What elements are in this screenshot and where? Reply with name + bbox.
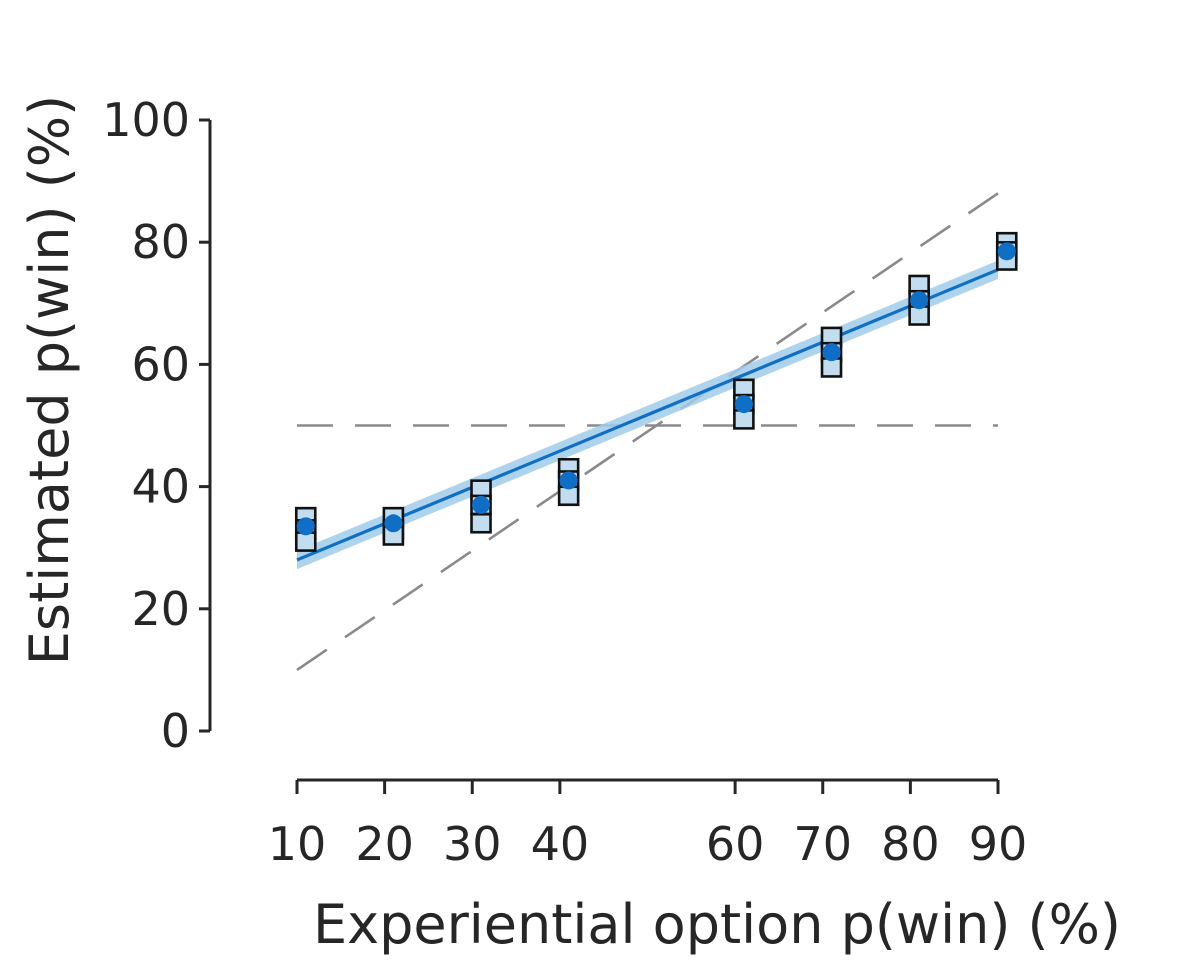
x-tick-label: 60 — [706, 817, 765, 871]
mean-point — [384, 514, 403, 533]
x-tick-label: 40 — [531, 817, 590, 871]
reference-lines-layer — [296, 192, 999, 671]
y-axis-title: Estimated p(win) (%) — [18, 95, 81, 665]
mean-point — [472, 495, 491, 514]
x-tick-label: 20 — [355, 817, 414, 871]
mean-point — [559, 471, 578, 490]
x-tick-label: 30 — [443, 817, 502, 871]
mean-point — [296, 517, 315, 536]
marker-box — [470, 512, 492, 534]
identity-line — [296, 192, 999, 671]
x-axis-title: Experiential option p(win) (%) — [313, 893, 1121, 956]
mean-point — [997, 242, 1016, 261]
y-tick-label: 60 — [131, 337, 190, 391]
mean-point — [910, 291, 929, 310]
marker-box-layer — [294, 231, 1018, 552]
y-tick-label: 40 — [131, 460, 190, 514]
x-tick-label: 90 — [969, 817, 1028, 871]
mean-point — [822, 343, 841, 362]
x-tick-label: 80 — [881, 817, 940, 871]
x-tick-label: 70 — [793, 817, 852, 871]
mean-point-layer — [296, 242, 1016, 536]
mean-point — [734, 395, 753, 414]
x-tick-label: 10 — [268, 817, 327, 871]
y-tick-label: 80 — [131, 215, 190, 269]
y-tick-label: 20 — [131, 582, 190, 636]
axes-layer: 0 20 40 60 80 100 10 20 30 40 60 70 80 90 — [102, 93, 1027, 871]
y-tick-label: 0 — [161, 704, 190, 758]
fit-line — [296, 268, 999, 562]
y-tick-label: 100 — [102, 93, 190, 147]
